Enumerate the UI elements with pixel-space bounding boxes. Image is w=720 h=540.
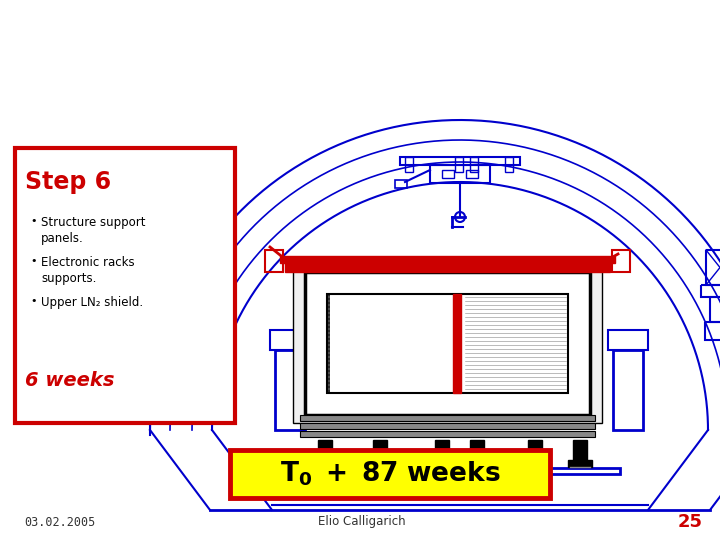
Text: supports.: supports. [41,272,96,285]
Bar [612,250,630,272]
Bar [528,440,542,460]
Bar [293,264,602,423]
Text: Upper LN₂ shield.: Upper LN₂ shield. [41,296,143,309]
Bar [705,322,720,340]
Bar [15,148,235,423]
Text: Elio Calligarich: Elio Calligarich [318,516,406,529]
Bar [706,250,720,285]
Bar [313,460,337,467]
Text: •: • [30,256,37,266]
Text: panels.: panels. [41,232,84,245]
Text: 03.02.2005: 03.02.2005 [24,516,96,529]
Text: Electronic racks: Electronic racks [41,256,135,269]
Bar [573,440,587,460]
Bar [701,285,720,297]
Bar [300,415,595,421]
Bar [265,250,283,272]
Bar [430,460,454,467]
Bar [185,322,215,340]
Text: Step 6: Step 6 [25,170,111,194]
Bar [442,170,454,178]
Bar [186,250,214,285]
Bar [300,431,595,437]
Text: Structure support: Structure support [41,216,145,229]
Bar [305,272,590,415]
Bar [230,450,550,498]
Bar [455,157,463,172]
Bar [373,440,387,460]
Bar [400,157,520,165]
Bar [405,157,413,172]
Bar [470,157,478,172]
Bar [613,350,643,430]
Bar [505,157,513,172]
Bar [466,170,478,178]
Bar [285,262,610,272]
Bar [275,350,305,430]
Bar [470,440,484,460]
Bar [465,460,489,467]
Bar [430,165,490,183]
Bar [275,468,620,474]
Bar [181,285,219,297]
Bar [190,297,210,322]
Text: 25: 25 [678,513,703,531]
Bar [523,460,547,467]
Bar [608,330,648,350]
Bar [300,423,595,429]
Text: •: • [30,216,37,226]
Text: 6 weeks: 6 weeks [25,371,114,390]
Bar [453,294,461,393]
Text: •: • [30,296,37,306]
Bar [368,460,392,467]
Bar [395,180,407,188]
Bar [710,297,720,322]
Bar [270,330,310,350]
Bar [280,256,615,263]
Bar [327,294,568,393]
Text: $\mathbf{T_0}$$\mathbf{\ +\ 87\ weeks}$: $\mathbf{T_0}$$\mathbf{\ +\ 87\ weeks}$ [279,460,500,488]
Bar [435,440,449,460]
Bar [568,460,592,467]
Bar [318,440,332,460]
